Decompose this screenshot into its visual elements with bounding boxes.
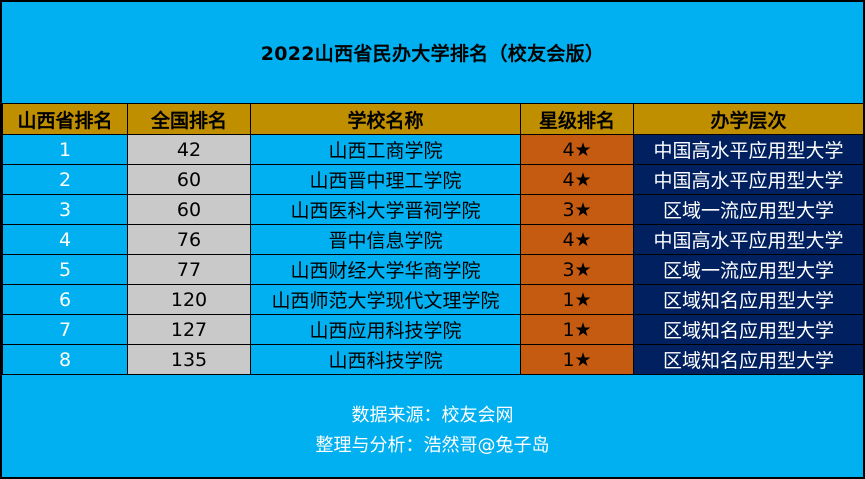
school-level-cell: 区域知名应用型大学 <box>633 314 864 345</box>
table-row: 2 60 山西晋中理工学院 4★ 中国高水平应用型大学 <box>2 164 864 195</box>
star-rank-cell: 3★ <box>520 194 634 225</box>
school-name-cell: 山西师范大学现代文理学院 <box>250 284 521 315</box>
national-rank-cell: 127 <box>127 314 251 345</box>
school-name-cell: 山西财经大学华商学院 <box>250 254 521 285</box>
star-rank-cell: 1★ <box>520 344 634 375</box>
school-level-cell: 中国高水平应用型大学 <box>633 164 864 195</box>
school-name-cell: 山西工商学院 <box>250 134 521 165</box>
national-rank-cell: 120 <box>127 284 251 315</box>
table-row: 3 60 山西医科大学晋祠学院 3★ 区域一流应用型大学 <box>2 194 864 225</box>
national-rank-cell: 135 <box>127 344 251 375</box>
national-rank-cell: 42 <box>127 134 251 165</box>
province-rank-cell: 7 <box>2 314 128 345</box>
national-rank-cell: 60 <box>127 194 251 225</box>
school-level-cell: 中国高水平应用型大学 <box>633 224 864 255</box>
table-row: 6 120 山西师范大学现代文理学院 1★ 区域知名应用型大学 <box>2 284 864 315</box>
school-level-cell: 区域一流应用型大学 <box>633 254 864 285</box>
province-rank-cell: 3 <box>2 194 128 225</box>
star-rank-cell: 1★ <box>520 314 634 345</box>
national-rank-cell: 76 <box>127 224 251 255</box>
province-rank-cell: 5 <box>2 254 128 285</box>
header-row: 山西省排名 全国排名 学校名称 星级排名 办学层次 <box>2 103 864 135</box>
school-name-cell: 山西科技学院 <box>250 344 521 375</box>
footer: 数据来源：校友会网 整理与分析：浩然哥@兔子岛 <box>2 385 863 477</box>
table-row: 1 42 山西工商学院 4★ 中国高水平应用型大学 <box>2 134 864 165</box>
school-level-cell: 中国高水平应用型大学 <box>633 134 864 165</box>
table-row: 8 135 山西科技学院 1★ 区域知名应用型大学 <box>2 344 864 375</box>
data-source-note: 数据来源：校友会网 <box>351 405 514 426</box>
school-level-cell: 区域知名应用型大学 <box>633 344 864 375</box>
province-rank-cell: 4 <box>2 224 128 255</box>
school-name-cell: 晋中信息学院 <box>250 224 521 255</box>
star-rank-cell: 4★ <box>520 164 634 195</box>
school-name-cell: 山西应用科技学院 <box>250 314 521 345</box>
table-row: 4 76 晋中信息学院 4★ 中国高水平应用型大学 <box>2 224 864 255</box>
province-rank-cell: 8 <box>2 344 128 375</box>
school-level-cell: 区域知名应用型大学 <box>633 284 864 315</box>
province-rank-cell: 6 <box>2 284 128 315</box>
province-rank-cell: 1 <box>2 134 128 165</box>
national-rank-cell: 60 <box>127 164 251 195</box>
school-name-cell: 山西医科大学晋祠学院 <box>250 194 521 225</box>
author-credit: 整理与分析：浩然哥@兔子岛 <box>315 435 550 456</box>
column-header-province-rank: 山西省排名 <box>2 103 128 135</box>
star-rank-cell: 4★ <box>520 224 634 255</box>
table-row: 7 127 山西应用科技学院 1★ 区域知名应用型大学 <box>2 314 864 345</box>
page-title: 2022山西省民办大学排名（校友会版） <box>260 43 605 65</box>
national-rank-cell: 77 <box>127 254 251 285</box>
column-header-school-name: 学校名称 <box>250 103 521 135</box>
star-rank-cell: 3★ <box>520 254 634 285</box>
column-header-school-level: 办学层次 <box>633 103 864 135</box>
ranking-table: 山西省排名 全国排名 学校名称 星级排名 办学层次 1 42 山西工商学院 4★… <box>2 103 864 375</box>
column-header-star-rank: 星级排名 <box>520 103 634 135</box>
table-row: 5 77 山西财经大学华商学院 3★ 区域一流应用型大学 <box>2 254 864 285</box>
star-rank-cell: 4★ <box>520 134 634 165</box>
province-rank-cell: 2 <box>2 164 128 195</box>
star-rank-cell: 1★ <box>520 284 634 315</box>
school-name-cell: 山西晋中理工学院 <box>250 164 521 195</box>
school-level-cell: 区域一流应用型大学 <box>633 194 864 225</box>
column-header-national-rank: 全国排名 <box>127 103 251 135</box>
